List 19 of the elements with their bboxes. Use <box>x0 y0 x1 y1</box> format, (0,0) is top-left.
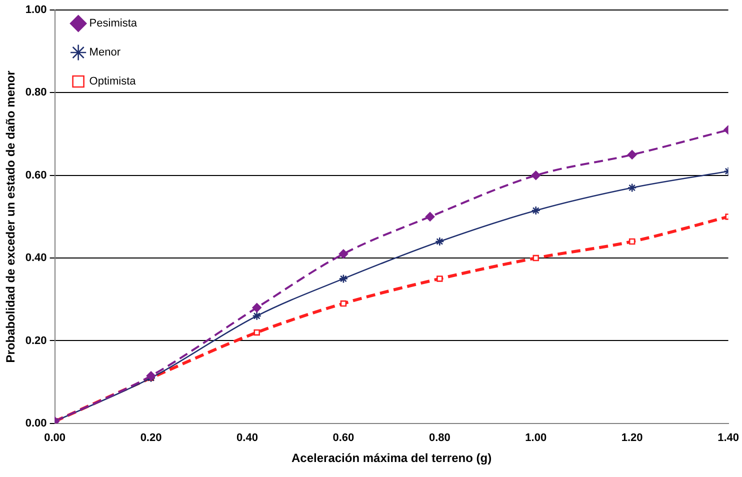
y-tick-label: 0.00 <box>25 417 47 430</box>
y-tick-label: 0.40 <box>25 252 47 264</box>
y-axis-title: Probabolidad de exceder un estado de daño menor <box>4 70 18 363</box>
y-tick-label: 0.60 <box>25 169 47 182</box>
x-tick-label: 1.00 <box>525 432 547 444</box>
legend-label: Pesimista <box>89 18 138 30</box>
x-tick-label: 1.40 <box>718 432 740 444</box>
x-tick-label: 0.80 <box>428 432 450 444</box>
x-tick-label: 0.00 <box>44 432 66 444</box>
legend-label: Optimista <box>89 76 137 88</box>
x-tick-label: 1.20 <box>621 432 643 444</box>
x-axis-title: Aceleración máxima del terreno (g) <box>292 451 492 466</box>
x-tick-label: 0.20 <box>140 432 162 444</box>
y-tick-label: 1.00 <box>25 4 47 16</box>
y-tick-label: 0.80 <box>25 86 47 99</box>
legend-label: Menor <box>89 46 121 59</box>
x-tick-label: 0.60 <box>332 432 354 444</box>
y-tick-label: 0.20 <box>25 334 47 347</box>
x-tick-label: 0.40 <box>236 432 258 444</box>
